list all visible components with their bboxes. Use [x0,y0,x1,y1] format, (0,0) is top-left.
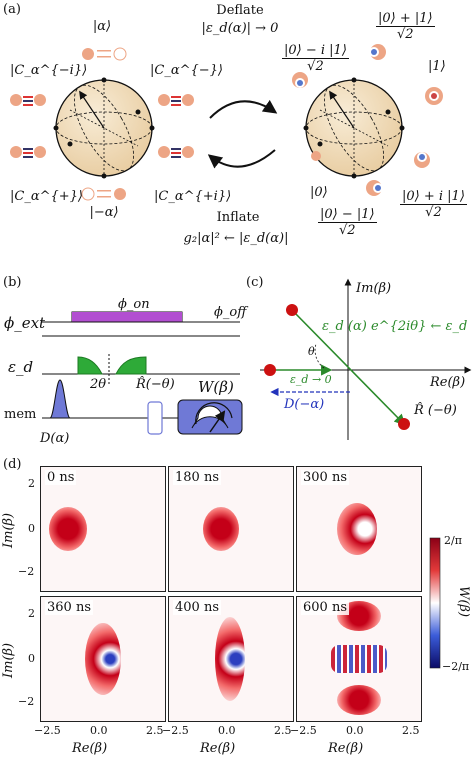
deflate-condition: |ε_d(α)| → 0 [201,21,279,36]
panel-d-label: (d) [3,457,22,472]
state-cat-plus: |C_α^{+}⟩ [10,189,84,204]
state-plus-x: |0⟩ + |1⟩ √2 [376,11,435,42]
y-tick: 0 [28,522,35,535]
wigner-plot-400ns: 400 ns [168,596,294,722]
phi-off-label: ϕ_off [214,305,247,320]
cat-state-icon [158,94,194,106]
wigner-plot-360ns: 360 ns [40,596,166,722]
fock-one-icon [425,87,443,105]
right-bloch-sphere [292,44,443,196]
x-tick: −2.5 [290,724,317,737]
mem-label: mem [4,407,37,422]
y-tick: −2 [18,695,35,708]
phi-on-label: ϕ_on [118,297,150,312]
squeezed-state-icon [369,44,386,60]
deflate-inflate-arrows [207,99,278,169]
inflate-condition: g₂|α|² ← |ε_d(α)| [183,231,289,246]
state-minus-x: |0⟩ − |1⟩ √2 [318,207,377,238]
deflate-title: Deflate [216,3,264,18]
drive-label: ε_d (α) e^{2iθ} ← ε_d [322,319,468,334]
cat-state-icon [81,187,126,201]
y-tick: −2 [18,565,35,578]
pulse-sequence [42,311,243,435]
y-axis-label-bottom: Im(β) [1,642,16,678]
state-cat-minus: |C_α^{−}⟩ [150,63,224,78]
theta-label: θ [308,345,315,358]
squeezed-state-icon [292,72,308,88]
squeezed-state-icon [366,180,383,196]
eps-d-label: ε_d [8,358,34,376]
cat-state-icon [82,47,127,61]
phase-space-diagram [260,278,472,440]
wigner-plot-180ns: 180 ns [168,466,294,592]
state-cat-plus-i: |C_α^{+i}⟩ [154,189,232,204]
wigner-plot-300ns: 300 ns [296,466,422,592]
minus-displacement-label: D(−α) [284,397,325,412]
state-cat-minus-i: |C_α^{−i}⟩ [10,63,88,78]
x-tick: 0.0 [346,724,364,737]
state-plus-iy: |0⟩ + i |1⟩ √2 [400,189,467,220]
wigner-label: W(β) [198,378,234,396]
x-tick: 2.5 [274,724,292,737]
cat-state-icon [10,94,46,106]
rotation-label: R̂(−θ) [136,377,175,392]
cat-state-icon [10,146,46,158]
state-minus-alpha: |−α⟩ [89,205,119,220]
y-tick: 0 [28,652,35,665]
two-theta-label: 2θ [90,377,107,392]
inflate-title: Inflate [216,210,260,225]
colorbar-tick-max: 2/π [444,534,462,547]
colorbar-tick-min: −2/π [442,660,470,673]
y-tick: 2 [28,477,35,490]
x-tick: −2.5 [34,724,61,737]
x-axis-label: Re(β) [72,741,108,756]
colorbar [429,537,441,669]
re-axis-label: Re(β) [430,375,466,390]
displacement-label: D(α) [40,431,70,446]
wigner-plot-600ns: 600 ns [296,596,422,722]
rotation-c-label: R̂ (−θ) [414,403,457,418]
x-tick: 0.0 [218,724,236,737]
y-axis-label-top: Im(β) [1,512,16,548]
squeezed-state-icon [414,152,430,168]
eps-zero-label: ε_d → 0 [290,373,332,386]
colorbar-label: W(β) [456,586,471,618]
state-one: |1⟩ [428,59,446,74]
x-tick: −2.5 [162,724,189,737]
x-tick: 2.5 [402,724,420,737]
panel-b-label: (b) [3,275,22,290]
panel-c-label: (c) [246,275,264,290]
x-axis-label: Re(β) [200,741,236,756]
panel-a-label: (a) [3,2,21,17]
state-alpha: |α⟩ [92,19,112,34]
state-zero: |0⟩ [310,185,328,200]
fock-zero-icon [311,151,321,161]
x-axis-label: Re(β) [328,741,364,756]
cat-state-icon [158,146,194,158]
x-tick: 0.0 [90,724,108,737]
phi-ext-label: ϕ_ext [4,314,46,332]
left-bloch-sphere [10,47,194,201]
im-axis-label: Im(β) [356,281,392,296]
wigner-plot-0ns: 0 ns [40,466,166,592]
x-tick: 2.5 [146,724,164,737]
y-tick: 2 [28,607,35,620]
state-minus-iy: |0⟩ − i |1⟩ √2 [282,43,349,74]
